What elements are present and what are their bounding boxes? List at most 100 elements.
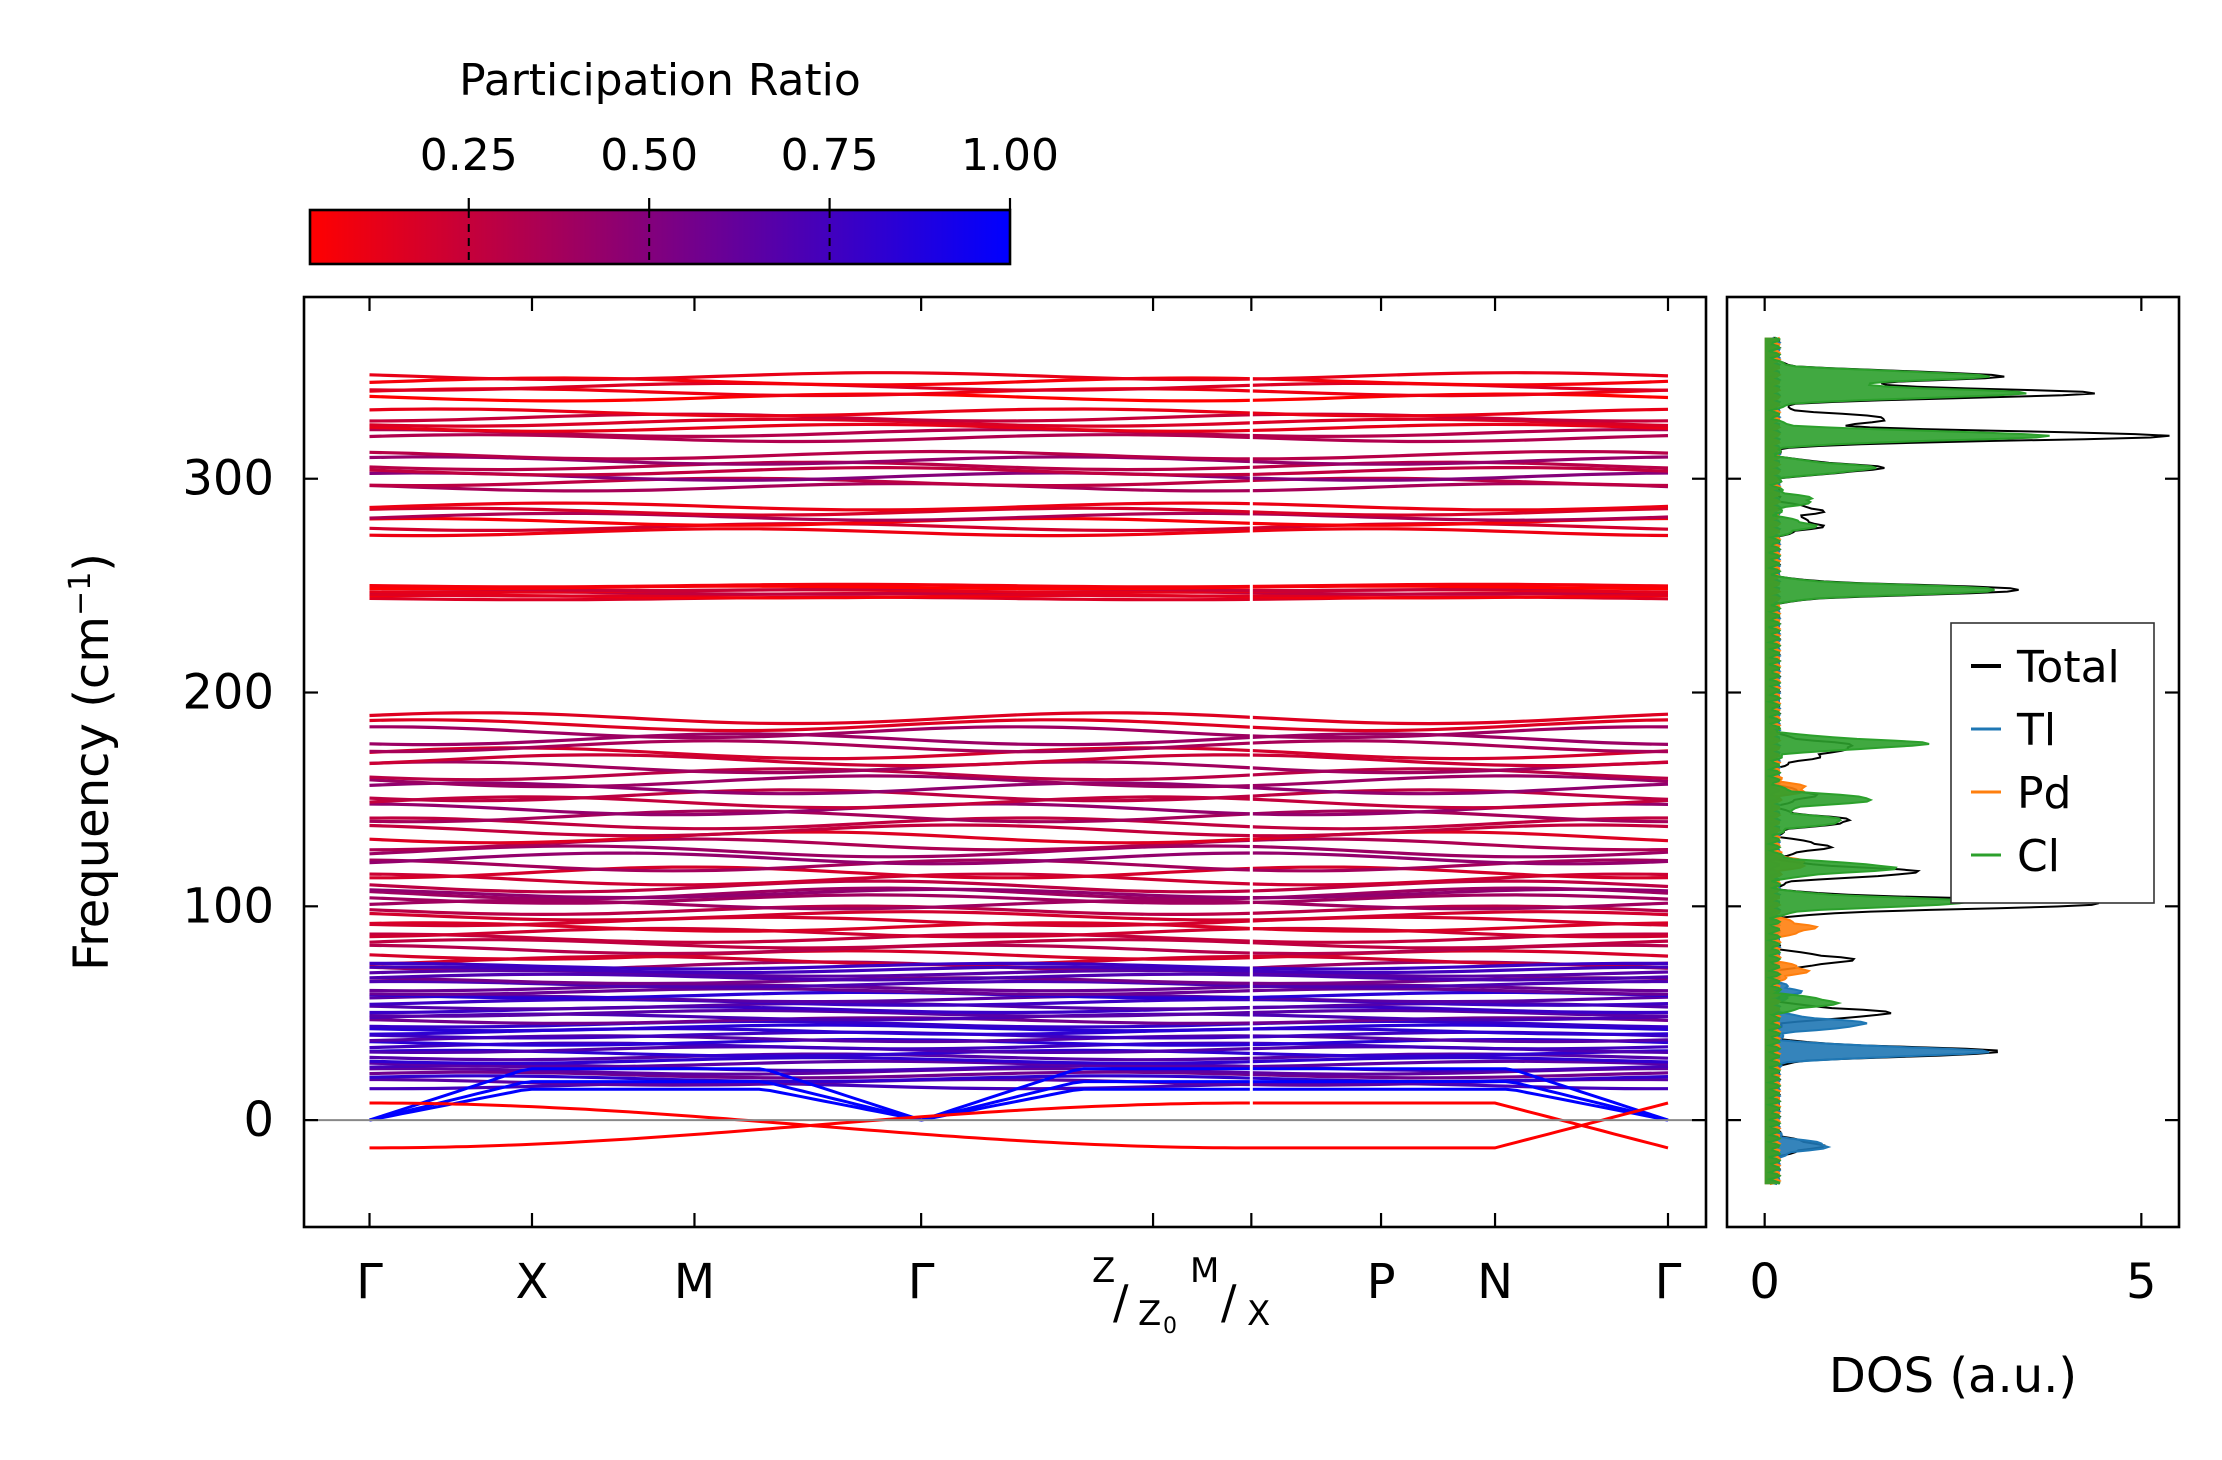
break-label-z0: Z xyxy=(1138,1294,1161,1334)
phonon-band xyxy=(369,893,1669,905)
phonon-band xyxy=(369,851,1669,866)
phonon-band xyxy=(369,1041,1669,1051)
break-label-slash-2: / xyxy=(1221,1275,1237,1329)
dos-y-axis xyxy=(1727,477,2179,1122)
phonon-band xyxy=(369,471,1669,482)
dos-x-tick-label: 0 xyxy=(1749,1254,1780,1310)
phonon-band xyxy=(369,511,1669,522)
band-y-axis-label: Frequency (cm−1) xyxy=(63,553,120,971)
phonon-band xyxy=(369,753,1669,768)
phonon-band xyxy=(369,449,1669,461)
dos-legend: Total Tl Pd Cl xyxy=(1950,622,2155,904)
phonon-band xyxy=(369,987,1669,997)
colorbar-tick-label: 1.00 xyxy=(961,130,1059,181)
x-tick-label: P xyxy=(1367,1254,1396,1310)
colorbar-gradient xyxy=(310,210,1010,264)
phonon-band xyxy=(369,582,1669,589)
phonon-band xyxy=(369,501,1669,512)
break-label-x: X xyxy=(1247,1294,1270,1334)
phonon-band xyxy=(369,887,1669,900)
phonon-band xyxy=(369,428,1669,439)
soft-mode-band xyxy=(369,1101,1669,1150)
phonon-band xyxy=(369,1023,1669,1033)
phonon-band xyxy=(369,781,1669,796)
phonon-band xyxy=(369,943,1669,956)
y-tick-label: 100 xyxy=(182,878,274,934)
colorbar-ticks: 0.25 0.50 0.75 1.00 xyxy=(420,130,1059,264)
phonon-band xyxy=(369,371,1669,382)
soft-mode-band xyxy=(369,1101,1669,1150)
break-label-slash-1: / xyxy=(1113,1275,1129,1329)
x-tick-label: N xyxy=(1477,1254,1513,1310)
colorbar-tick-label: 0.50 xyxy=(600,130,698,181)
phonon-band xyxy=(369,788,1669,803)
phonon-band xyxy=(369,1067,1669,1076)
dos-plot-frame xyxy=(1725,295,2181,1229)
phonon-band xyxy=(369,466,1669,477)
colorbar: Participation Ratio 0.25 0.50 0.75 1.00 xyxy=(308,55,1059,266)
phonon-band xyxy=(369,802,1669,817)
phonon-band xyxy=(369,725,1669,740)
x-tick-label: X xyxy=(516,1254,549,1310)
phonon-band xyxy=(369,816,1668,831)
phonon-band xyxy=(369,506,1669,517)
phonon-band xyxy=(369,972,1669,982)
y-tick-label: 300 xyxy=(182,451,274,507)
break-point-label: Z / Z 0 M / X xyxy=(1092,1251,1270,1339)
phonon-band xyxy=(369,844,1669,859)
phonon-band xyxy=(369,823,1669,838)
band-y-axis: 0 100 200 300 xyxy=(182,451,1706,1148)
colorbar-frame xyxy=(308,208,1012,266)
phonon-band xyxy=(369,926,1669,939)
legend-label-pd: Pd xyxy=(2017,768,2071,819)
phonon-band xyxy=(369,961,1668,971)
colorbar-title: Participation Ratio xyxy=(459,55,861,106)
acoustic-band xyxy=(369,1080,1669,1122)
phonon-band xyxy=(369,422,1669,433)
phonon-band xyxy=(369,433,1669,444)
phonon-band xyxy=(369,904,1669,917)
phonon-band xyxy=(369,767,1669,782)
x-tick-label: M xyxy=(674,1254,715,1310)
phonon-bands xyxy=(369,371,1669,1150)
phonon-band xyxy=(369,872,1669,887)
phonon-band xyxy=(369,417,1669,428)
phonon-band xyxy=(369,1059,1669,1069)
band-plot-frame xyxy=(302,295,1708,1229)
phonon-band xyxy=(369,932,1668,945)
phonon-band xyxy=(369,809,1669,824)
dos-line-cl xyxy=(1765,336,2050,1185)
phonon-band xyxy=(369,979,1669,989)
phonon-band xyxy=(369,407,1669,418)
acoustic-band xyxy=(369,1067,1669,1122)
legend-label-cl: Cl xyxy=(2017,831,2060,882)
phonon-band xyxy=(369,830,1669,845)
dos-x-tick-label: 5 xyxy=(2126,1254,2157,1310)
legend-label-total: Total xyxy=(2016,642,2120,693)
phonon-band xyxy=(369,455,1669,466)
phonon-band xyxy=(369,711,1669,726)
phonon-band xyxy=(369,858,1669,873)
break-label-z: Z xyxy=(1092,1251,1115,1291)
break-label-m: M xyxy=(1190,1251,1219,1291)
legend-label-tl: Tl xyxy=(2016,705,2056,756)
colorbar-tick-label: 0.25 xyxy=(420,130,518,181)
break-label-z0-subscript: 0 xyxy=(1163,1314,1177,1339)
phonon-band xyxy=(369,910,1669,922)
phonon-band xyxy=(369,746,1669,761)
phonon-band xyxy=(369,997,1669,1007)
phonon-band xyxy=(369,739,1669,754)
phonon-band xyxy=(369,898,1669,911)
phonon-band xyxy=(369,1070,1669,1080)
phonon-band xyxy=(369,915,1669,928)
phonon-band xyxy=(369,527,1669,538)
colorbar-tick-label: 0.75 xyxy=(781,130,879,181)
phonon-band xyxy=(369,1008,1669,1018)
dos-x-axis-label: DOS (a.u.) xyxy=(1829,1348,2077,1404)
phonon-band xyxy=(369,718,1669,733)
